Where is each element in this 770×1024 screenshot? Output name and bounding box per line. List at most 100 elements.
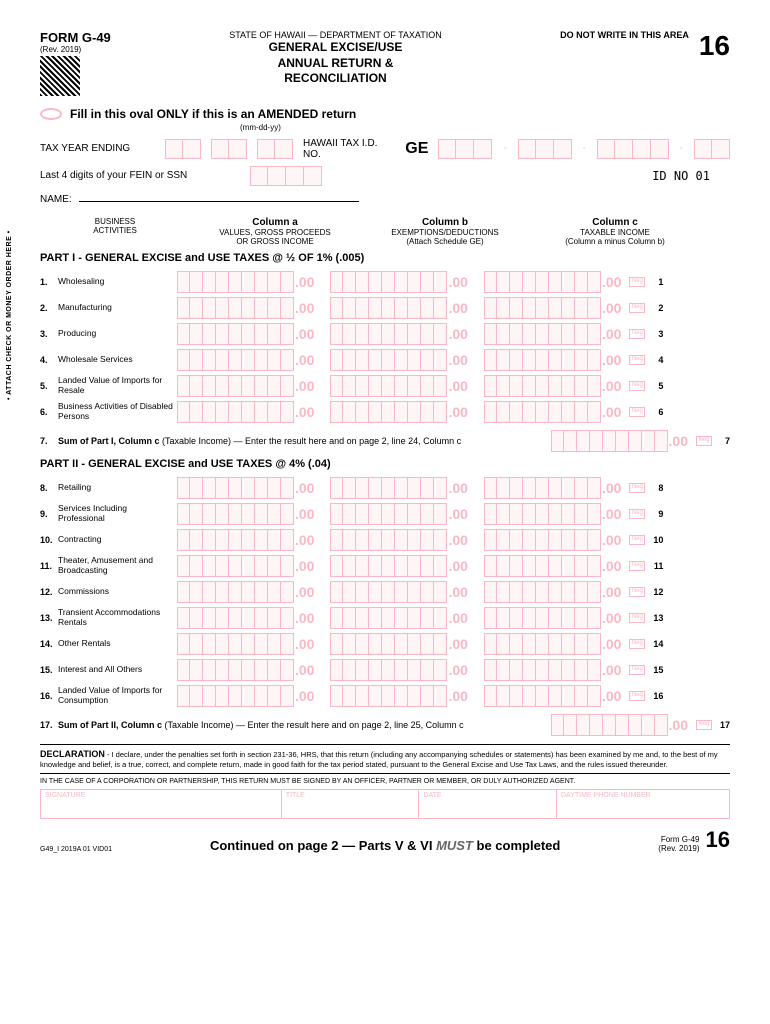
amount-field[interactable]: .00: [484, 349, 621, 371]
line-label: Services Including Professional: [58, 504, 173, 523]
neg-box[interactable]: Neg: [629, 303, 645, 313]
amount-field[interactable]: .00: [330, 659, 467, 681]
amount-field[interactable]: .00: [330, 685, 467, 707]
amount-field[interactable]: .00: [330, 633, 467, 655]
neg-box[interactable]: Neg: [629, 561, 645, 571]
part1-sum-row: 7. Sum of Part I, Column c (Taxable Inco…: [40, 430, 730, 452]
amount-field[interactable]: .00: [484, 477, 621, 499]
neg-box[interactable]: Neg: [629, 639, 645, 649]
amount-field[interactable]: .00: [484, 685, 621, 707]
line-num-right: 8: [649, 483, 663, 493]
neg-box[interactable]: Neg: [629, 483, 645, 493]
amount-field[interactable]: .00: [177, 529, 314, 551]
amount-field[interactable]: .00: [330, 401, 467, 423]
line-row: 13.Transient Accommodations Rentals.00.0…: [40, 606, 730, 630]
neg-box[interactable]: Neg: [629, 587, 645, 597]
amount-field[interactable]: .00: [330, 297, 467, 319]
tax-year-row: TAX YEAR ENDING HAWAII TAX I.D. NO. GE -…: [40, 138, 730, 160]
tax-id-4[interactable]: [694, 139, 730, 159]
amount-field[interactable]: .00: [484, 529, 621, 551]
tax-year-mm[interactable]: [165, 139, 201, 159]
line-row: 9.Services Including Professional.00.00.…: [40, 502, 730, 526]
amount-field[interactable]: .00: [330, 477, 467, 499]
sum1-neg[interactable]: Neg: [696, 436, 712, 446]
amount-field[interactable]: .00: [484, 607, 621, 629]
amount-field[interactable]: .00: [177, 375, 314, 397]
amount-field[interactable]: .00: [330, 555, 467, 577]
name-input-line[interactable]: [79, 201, 359, 202]
amount-field[interactable]: .00: [177, 297, 314, 319]
date-cell[interactable]: DATE: [419, 790, 557, 818]
tax-id-1[interactable]: [438, 139, 492, 159]
amount-field[interactable]: .00: [484, 633, 621, 655]
tax-id-3[interactable]: [597, 139, 669, 159]
amount-field[interactable]: .00: [330, 271, 467, 293]
amount-field[interactable]: .00: [177, 633, 314, 655]
amount-field[interactable]: .00: [177, 685, 314, 707]
amount-field[interactable]: .00: [330, 529, 467, 551]
signature-table: SIGNATURE TITLE DATE DAYTIME PHONE NUMBE…: [40, 789, 730, 819]
amount-field[interactable]: .00: [484, 581, 621, 603]
form-id-block: FORM G-49 (Rev. 2019): [40, 30, 111, 96]
amount-field[interactable]: .00: [177, 323, 314, 345]
sum2-amt[interactable]: .00: [551, 714, 688, 736]
tax-year-dd[interactable]: [211, 139, 247, 159]
sig-cell[interactable]: SIGNATURE: [41, 790, 282, 818]
neg-box[interactable]: Neg: [629, 277, 645, 287]
amount-field[interactable]: .00: [484, 375, 621, 397]
tax-id-2[interactable]: [518, 139, 572, 159]
sum2-num: 17.: [40, 720, 58, 730]
line-num-right: 5: [649, 381, 663, 391]
dept-block: STATE OF HAWAII — DEPARTMENT OF TAXATION…: [111, 30, 560, 102]
amount-field[interactable]: .00: [484, 503, 621, 525]
decl-t: - I declare, under the penalties set for…: [40, 750, 718, 769]
amount-field[interactable]: .00: [330, 349, 467, 371]
neg-box[interactable]: Neg: [629, 329, 645, 339]
amount-field[interactable]: .00: [484, 401, 621, 423]
amount-field[interactable]: .00: [330, 581, 467, 603]
neg-box[interactable]: Neg: [629, 407, 645, 417]
amount-field[interactable]: .00: [484, 659, 621, 681]
amount-field[interactable]: .00: [177, 607, 314, 629]
neg-box[interactable]: Neg: [629, 509, 645, 519]
neg-box[interactable]: Neg: [629, 355, 645, 365]
amount-field[interactable]: .00: [484, 555, 621, 577]
amount-field[interactable]: .00: [177, 555, 314, 577]
sum1-num: 7.: [40, 436, 58, 446]
fein-boxes[interactable]: [250, 166, 322, 186]
line-row: 16.Landed Value of Imports for Consumpti…: [40, 684, 730, 708]
title-cell[interactable]: TITLE: [282, 790, 420, 818]
amount-field[interactable]: .00: [330, 323, 467, 345]
neg-box[interactable]: Neg: [629, 665, 645, 675]
line-num: 16.: [40, 691, 58, 701]
amount-field[interactable]: .00: [177, 271, 314, 293]
sum2-text: Sum of Part II, Column c: [58, 720, 162, 730]
amended-oval[interactable]: [40, 108, 62, 120]
neg-box[interactable]: Neg: [629, 381, 645, 391]
qr-code-icon: [40, 56, 80, 96]
amount-field[interactable]: .00: [177, 401, 314, 423]
header-row: FORM G-49 (Rev. 2019) STATE OF HAWAII — …: [40, 30, 730, 102]
tax-year-yy[interactable]: [257, 139, 293, 159]
sum1-amt[interactable]: .00: [551, 430, 688, 452]
line-num-right: 9: [649, 509, 663, 519]
amount-field[interactable]: .00: [330, 607, 467, 629]
amount-field[interactable]: .00: [177, 503, 314, 525]
neg-box[interactable]: Neg: [629, 691, 645, 701]
line-num: 1.: [40, 277, 58, 287]
amount-field[interactable]: .00: [177, 477, 314, 499]
phone-cell[interactable]: DAYTIME PHONE NUMBER: [557, 790, 729, 818]
amount-field[interactable]: .00: [484, 323, 621, 345]
neg-box[interactable]: Neg: [629, 535, 645, 545]
amount-field[interactable]: .00: [484, 297, 621, 319]
line-row: 12.Commissions.00.00.00Neg12: [40, 580, 730, 604]
amount-field[interactable]: .00: [484, 271, 621, 293]
sum2-neg[interactable]: Neg: [696, 720, 712, 730]
neg-box[interactable]: Neg: [629, 613, 645, 623]
amount-field[interactable]: .00: [177, 349, 314, 371]
amount-field[interactable]: .00: [177, 659, 314, 681]
amount-field[interactable]: .00: [330, 375, 467, 397]
amount-field[interactable]: .00: [177, 581, 314, 603]
amount-field[interactable]: .00: [330, 503, 467, 525]
line-row: 8.Retailing.00.00.00Neg8: [40, 476, 730, 500]
